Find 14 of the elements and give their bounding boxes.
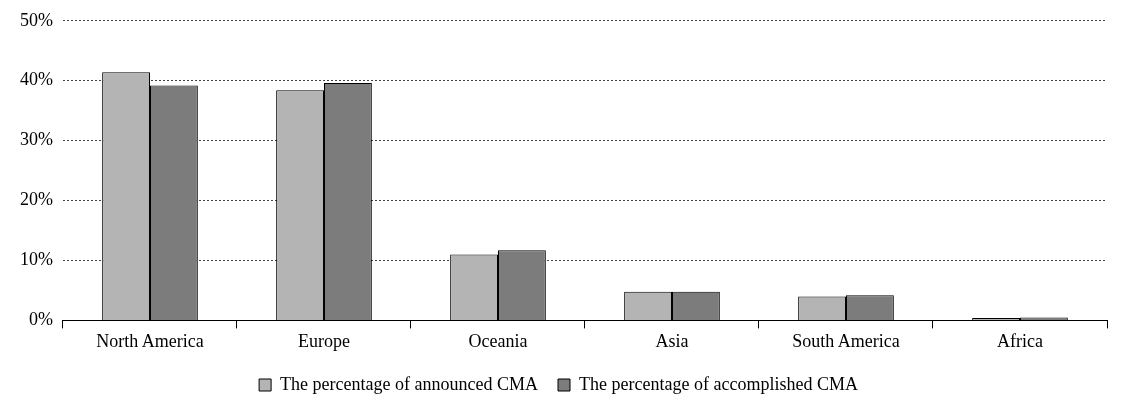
- y-tick-label: 20%: [19, 189, 53, 210]
- x-tick-label: South America: [792, 330, 900, 351]
- y-tick-label: 30%: [19, 129, 53, 150]
- x-tick-label: North America: [96, 330, 204, 351]
- y-tick-label: 10%: [19, 249, 53, 270]
- y-tick-label: 0%: [28, 309, 53, 330]
- x-tick-label: Oceania: [468, 330, 528, 351]
- legend-label: The percentage of accomplished CMA: [579, 373, 858, 394]
- x-tick-label: Asia: [655, 330, 689, 351]
- y-tick-label: 50%: [19, 9, 53, 30]
- y-tick-label: 40%: [19, 69, 53, 90]
- legend-label: The percentage of announced CMA: [280, 373, 539, 394]
- x-tick-label: Africa: [997, 330, 1043, 351]
- x-tick-label: Europe: [298, 330, 350, 351]
